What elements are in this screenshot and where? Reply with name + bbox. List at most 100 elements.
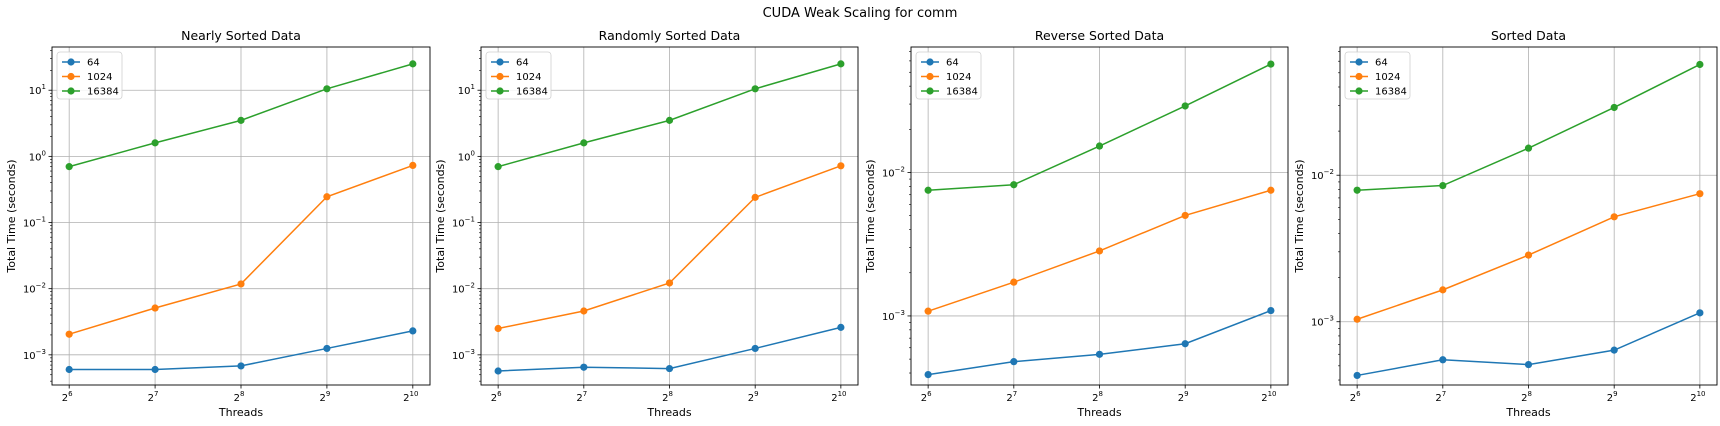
legend-label: 64 (946, 58, 959, 69)
x-axis-label: Threads (1505, 406, 1550, 419)
figure-title: CUDA Weak Scaling for comm (763, 6, 958, 21)
legend-marker-1024 (1355, 72, 1363, 81)
data-point-64 (323, 344, 331, 353)
data-point-16384 (1353, 186, 1361, 194)
y-tick-label: 10−2 (23, 282, 46, 296)
x-tick-label: 28 (1521, 390, 1532, 404)
data-point-16384 (409, 60, 417, 68)
data-point-1024 (1353, 315, 1361, 323)
data-point-16384 (665, 116, 674, 124)
data-point-16384 (1696, 60, 1704, 69)
data-point-1024 (323, 193, 331, 201)
x-tick-label: 26 (491, 390, 502, 404)
legend-marker-16384 (926, 87, 934, 95)
data-point-16384 (1267, 60, 1275, 68)
data-point-64 (1095, 350, 1104, 358)
y-tick-label: 100 (458, 149, 475, 163)
x-tick-label: 27 (576, 390, 587, 404)
y-tick-label: 10−1 (452, 216, 475, 230)
data-point-1024 (580, 307, 588, 315)
data-point-16384 (1610, 103, 1618, 112)
data-point-16384 (494, 163, 502, 171)
legend: 64 1024 16384 (485, 51, 552, 100)
data-point-16384 (65, 163, 73, 171)
legend-marker-64 (926, 58, 934, 66)
data-point-16384 (837, 60, 845, 68)
x-axis-label: Threads (1076, 406, 1121, 419)
data-point-64 (1610, 346, 1618, 354)
legend-label: 64 (516, 58, 529, 69)
data-point-1024 (409, 161, 417, 170)
y-tick-label: 10−3 (1311, 315, 1334, 329)
legend-label: 16384 (946, 87, 978, 98)
x-axis-label: Threads (218, 406, 263, 419)
legend-marker-1024 (496, 72, 504, 81)
subplot-panels: 26 27 28 29 210 10−3 10−2 10−1 100 101 Nearly Sort… (5, 28, 1718, 419)
data-point-1024 (494, 324, 502, 333)
x-tick-label: 29 (319, 390, 330, 404)
data-point-64 (1267, 306, 1275, 315)
data-point-64 (580, 363, 588, 371)
axes-frame (51, 46, 431, 386)
axes-frame (910, 46, 1289, 386)
y-tick-label: 10−1 (23, 216, 46, 230)
subplot-title: Nearly Sorted Data (181, 28, 301, 43)
data-point-64 (924, 370, 932, 379)
legend-marker-1024 (926, 72, 934, 81)
axes-frame (1339, 46, 1718, 386)
x-tick-label: 210 (831, 390, 846, 404)
data-point-16384 (151, 139, 159, 147)
x-tick-label: 29 (748, 390, 759, 404)
legend-label: 16384 (87, 87, 119, 98)
data-point-16384 (237, 116, 245, 124)
x-tick-label: 28 (662, 390, 673, 404)
data-point-64 (837, 323, 845, 331)
legend-label: 1024 (516, 72, 541, 83)
data-point-64 (409, 327, 417, 335)
legend-label: 1024 (87, 72, 112, 83)
data-point-1024 (237, 280, 245, 288)
y-axis-label: Total Time (seconds) (1293, 159, 1306, 273)
data-point-64 (1439, 356, 1447, 364)
x-tick-label: 210 (1690, 390, 1705, 404)
legend: 64 1024 16384 (915, 51, 982, 100)
x-axis-label: Threads (646, 406, 691, 419)
data-point-16384 (1010, 181, 1018, 189)
y-axis-label: Total Time (seconds) (864, 159, 877, 273)
data-point-1024 (751, 193, 759, 201)
data-point-1024 (1095, 247, 1104, 255)
legend-marker-64 (67, 58, 75, 66)
data-point-1024 (924, 307, 932, 315)
x-tick-label: 28 (1092, 390, 1103, 404)
data-point-64 (1353, 371, 1361, 380)
y-tick-label: 10−2 (452, 282, 475, 296)
y-tick-label: 101 (29, 83, 46, 97)
legend-label: 16384 (516, 87, 548, 98)
subplot-title: Reverse Sorted Data (1035, 28, 1164, 43)
data-point-16384 (323, 85, 331, 93)
x-tick-label: 210 (1261, 390, 1276, 404)
y-axis-label: Total Time (seconds) (5, 159, 18, 273)
legend-label: 1024 (1375, 72, 1400, 83)
data-point-1024 (1696, 190, 1704, 198)
legend-label: 64 (1375, 58, 1388, 69)
y-tick-label: 101 (458, 83, 475, 97)
x-tick-label: 27 (1435, 390, 1446, 404)
legend-marker-64 (496, 58, 504, 66)
legend-marker-64 (1355, 58, 1363, 66)
legend-marker-16384 (67, 87, 75, 95)
data-point-1024 (1181, 211, 1189, 220)
subplot: 26 27 28 29 210 10−3 10−2 Sorted Data Threads Tot… (1293, 28, 1718, 419)
data-point-1024 (837, 162, 845, 170)
x-tick-label: 27 (1006, 390, 1017, 404)
legend-label: 64 (87, 58, 100, 69)
data-point-16384 (1439, 181, 1447, 190)
data-point-64 (65, 365, 73, 374)
data-point-64 (151, 365, 159, 374)
data-point-16384 (751, 85, 759, 93)
data-point-1024 (1610, 213, 1618, 221)
y-tick-label: 10−2 (1311, 168, 1334, 182)
x-tick-label: 29 (1178, 390, 1189, 404)
x-tick-label: 26 (62, 390, 73, 404)
